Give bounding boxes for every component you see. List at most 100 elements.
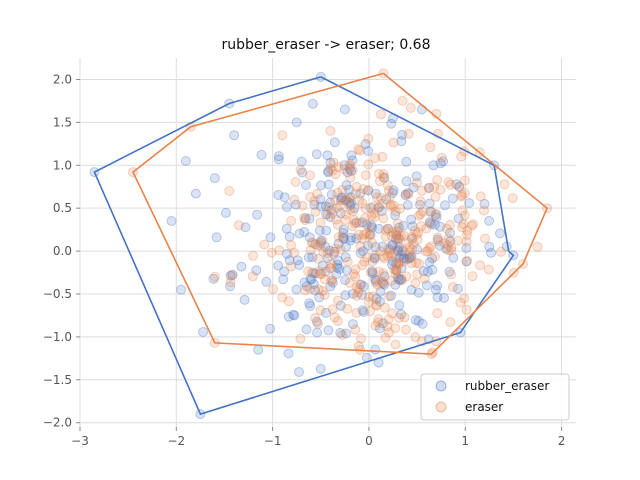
point-rubber-eraser: [413, 316, 424, 326]
y-tick-label: 1.5: [53, 115, 72, 129]
point-eraser: [390, 206, 401, 217]
point-eraser: [385, 201, 396, 212]
point-eraser: [406, 258, 417, 269]
point-eraser: [387, 308, 398, 319]
point-eraser: [461, 304, 472, 315]
point-rubber-eraser: [453, 213, 464, 224]
point-eraser: [350, 264, 361, 275]
point-eraser: [393, 257, 404, 268]
point-rubber-eraser: [294, 260, 305, 270]
point-rubber-eraser: [321, 209, 332, 220]
point-eraser: [358, 184, 369, 195]
point-eraser: [319, 289, 330, 300]
convex-hulls: [93, 72, 549, 416]
point-eraser: [351, 282, 362, 293]
point-rubber-eraser: [432, 234, 443, 245]
point-eraser: [401, 324, 411, 335]
legend-marker-eraser: [435, 401, 447, 413]
point-eraser: [409, 225, 420, 236]
point-rubber-eraser: [388, 256, 398, 267]
point-eraser: [319, 274, 330, 285]
point-rubber-eraser: [340, 195, 351, 206]
point-rubber-eraser: [392, 246, 403, 257]
point-eraser: [353, 341, 364, 352]
point-rubber-eraser: [190, 188, 201, 199]
point-rubber-eraser: [335, 327, 346, 338]
point-rubber-eraser: [424, 198, 435, 209]
point-eraser: [388, 249, 399, 260]
point-rubber-eraser: [307, 98, 318, 109]
point-eraser: [364, 229, 375, 239]
point-eraser: [422, 246, 433, 256]
point-eraser: [315, 269, 326, 280]
point-rubber-eraser: [387, 239, 398, 250]
point-eraser: [342, 303, 353, 314]
point-eraser: [372, 192, 382, 203]
point-eraser: [405, 251, 416, 262]
point-rubber-eraser: [315, 237, 326, 248]
point-eraser: [313, 318, 323, 329]
point-rubber-eraser: [338, 228, 349, 238]
point-eraser: [367, 237, 377, 248]
point-rubber-eraser: [425, 206, 436, 217]
point-eraser: [268, 284, 278, 295]
point-eraser: [412, 234, 423, 245]
point-rubber-eraser: [341, 328, 351, 339]
point-rubber-eraser: [273, 260, 284, 271]
point-eraser: [331, 214, 342, 225]
point-rubber-eraser: [422, 266, 433, 277]
point-eraser: [344, 277, 355, 288]
point-rubber-eraser: [307, 252, 318, 263]
point-rubber-eraser: [454, 182, 465, 192]
point-rubber-eraser: [366, 203, 376, 213]
point-rubber-eraser: [312, 327, 323, 338]
point-eraser: [354, 195, 365, 205]
point-eraser: [457, 205, 468, 216]
point-eraser: [480, 233, 490, 244]
point-eraser: [341, 195, 352, 206]
point-eraser: [397, 95, 408, 106]
point-eraser: [421, 223, 432, 234]
point-eraser: [326, 258, 337, 269]
point-eraser: [384, 185, 394, 196]
point-rubber-eraser: [429, 219, 440, 230]
point-eraser: [390, 268, 401, 279]
point-eraser: [392, 218, 403, 229]
point-rubber-eraser: [338, 232, 349, 243]
point-rubber-eraser: [236, 261, 247, 272]
point-rubber-eraser: [344, 197, 355, 208]
point-rubber-eraser: [394, 242, 405, 253]
point-rubber-eraser: [346, 166, 357, 176]
point-eraser: [423, 183, 434, 194]
point-eraser: [348, 268, 359, 279]
point-eraser: [371, 300, 382, 311]
point-rubber-eraser: [365, 229, 376, 240]
point-rubber-eraser: [341, 265, 352, 276]
point-rubber-eraser: [398, 220, 409, 231]
point-rubber-eraser: [324, 197, 335, 208]
point-rubber-eraser: [394, 300, 405, 311]
point-rubber-eraser: [421, 280, 432, 291]
point-eraser: [351, 307, 362, 318]
point-rubber-eraser: [333, 255, 343, 266]
point-rubber-eraser: [397, 129, 408, 140]
point-eraser: [385, 199, 396, 210]
point-rubber-eraser: [371, 293, 382, 304]
point-rubber-eraser: [339, 104, 350, 115]
point-eraser: [454, 181, 465, 192]
point-eraser: [398, 256, 409, 267]
point-rubber-eraser: [265, 323, 276, 334]
point-rubber-eraser: [335, 300, 346, 311]
point-eraser: [382, 251, 393, 261]
point-rubber-eraser: [309, 199, 320, 210]
point-rubber-eraser: [378, 278, 389, 289]
point-eraser: [412, 269, 423, 280]
point-rubber-eraser: [310, 285, 321, 296]
point-eraser: [363, 133, 374, 144]
point-rubber-eraser: [358, 307, 369, 317]
point-eraser: [330, 195, 341, 206]
point-eraser: [303, 266, 314, 277]
point-eraser: [312, 188, 323, 199]
point-eraser: [397, 244, 408, 255]
